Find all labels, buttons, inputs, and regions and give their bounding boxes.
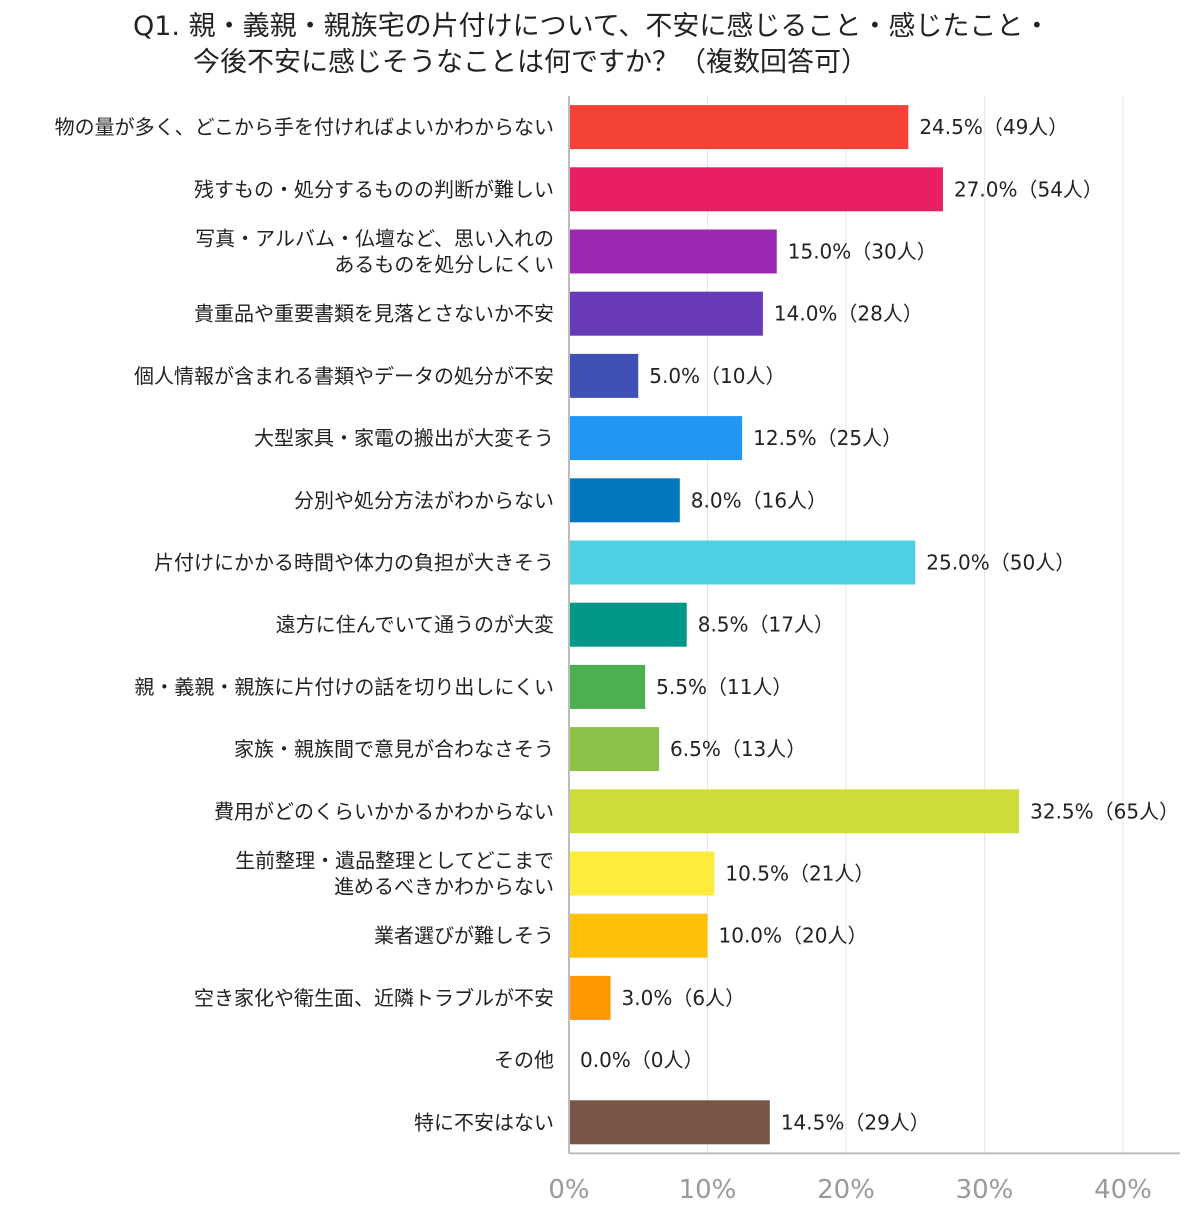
category-label-1: 残すもの・処分するものの判断が難しい: [194, 177, 554, 201]
category-label-1-line-0: 残すもの・処分するものの判断が難しい: [194, 177, 554, 201]
category-label-11: 費用がどのくらいかかるかわからない: [214, 799, 554, 823]
bar-8: [569, 602, 687, 647]
bar-1: [569, 167, 943, 212]
x-tick-label-1: 10%: [679, 1175, 737, 1205]
value-label-2: 15.0%（30人）: [788, 240, 937, 264]
category-label-4: 個人情報が含まれる書類やデータの処分が不安: [134, 364, 554, 388]
category-label-3-line-0: 貴重品や重要書類を見落とさないか不安: [194, 302, 554, 326]
bar-7: [569, 540, 916, 585]
category-label-12-line-1: 進めるべきかわからない: [334, 875, 554, 899]
category-label-8-line-0: 遠方に住んでいて通うのが大変: [276, 613, 554, 637]
bar-6: [569, 478, 680, 523]
category-label-7-line-0: 片付けにかかる時間や体力の負担が大きそう: [154, 551, 554, 575]
category-label-10-line-0: 家族・親族間で意見が合わなさそう: [234, 737, 554, 761]
value-label-15: 0.0%（0人）: [580, 1048, 704, 1072]
value-label-4: 5.0%（10人）: [649, 364, 785, 388]
x-tick-label-3: 30%: [956, 1175, 1014, 1205]
category-label-15: その他: [494, 1048, 554, 1072]
category-label-13: 業者選びが難しそう: [374, 924, 554, 948]
category-label-2-line-1: あるものを処分しにくい: [334, 253, 554, 277]
bar-9: [569, 664, 646, 709]
bar-14: [569, 975, 611, 1020]
value-label-16: 14.5%（29人）: [781, 1110, 930, 1134]
bar-16: [569, 1100, 770, 1145]
chart-title-line-1: Q1. 親・義親・親族宅の片付けについて、不安に感じること・感じたこと・: [133, 11, 1051, 42]
category-label-0-line-0: 物の量が多く、どこから手を付ければよいかわからない: [55, 115, 554, 139]
category-label-0: 物の量が多く、どこから手を付ければよいかわからない: [55, 115, 554, 139]
category-label-5: 大型家具・家電の搬出が大変そう: [254, 426, 554, 450]
value-label-3: 14.0%（28人）: [774, 302, 923, 326]
value-label-8: 8.5%（17人）: [698, 613, 834, 637]
category-label-9: 親・義親・親族に片付けの話を切り出しにくい: [134, 675, 554, 699]
bar-3: [569, 291, 763, 336]
category-label-16: 特に不安はない: [414, 1110, 554, 1134]
category-label-4-line-0: 個人情報が含まれる書類やデータの処分が不安: [134, 364, 554, 388]
value-label-9: 5.5%（11人）: [656, 675, 792, 699]
bar-11: [569, 789, 1020, 834]
bar-0: [569, 105, 909, 150]
value-label-5: 12.5%（25人）: [753, 426, 902, 450]
category-label-14: 空き家化や衛生面、近隣トラブルが不安: [194, 986, 554, 1010]
x-tick-label-4: 40%: [1094, 1175, 1152, 1205]
x-tick-label-0: 0%: [548, 1175, 589, 1205]
bar-5: [569, 416, 743, 461]
bar-4: [569, 353, 639, 398]
x-tick-label-2: 20%: [817, 1175, 875, 1205]
bar-12: [569, 851, 715, 896]
bar-13: [569, 913, 708, 958]
bar-10: [569, 727, 660, 772]
category-label-8: 遠方に住んでいて通うのが大変: [276, 613, 554, 637]
value-label-1: 27.0%（54人）: [954, 177, 1103, 201]
category-label-11-line-0: 費用がどのくらいかかるかわからない: [214, 799, 554, 823]
value-label-14: 3.0%（6人）: [622, 986, 746, 1010]
category-label-2: 写真・アルバム・仏壇など、思い入れのあるものを処分しにくい: [195, 227, 554, 277]
category-label-2-line-0: 写真・アルバム・仏壇など、思い入れの: [195, 227, 554, 251]
category-label-16-line-0: 特に不安はない: [414, 1110, 554, 1134]
category-label-13-line-0: 業者選びが難しそう: [374, 924, 554, 948]
category-label-14-line-0: 空き家化や衛生面、近隣トラブルが不安: [194, 986, 554, 1010]
value-label-6: 8.0%（16人）: [691, 488, 827, 512]
category-label-15-line-0: その他: [494, 1048, 554, 1072]
value-label-12: 10.5%（21人）: [725, 862, 874, 886]
value-label-11: 32.5%（65人）: [1030, 799, 1179, 823]
category-label-9-line-0: 親・義親・親族に片付けの話を切り出しにくい: [134, 675, 554, 699]
bar-2: [569, 229, 777, 274]
chart-title-line-2: 今後不安に感じそうなことは何ですか？（複数回答可）: [193, 47, 868, 78]
category-label-5-line-0: 大型家具・家電の搬出が大変そう: [254, 426, 554, 450]
category-label-12-line-0: 生前整理・遺品整理としてどこまで: [235, 849, 554, 873]
category-label-7: 片付けにかかる時間や体力の負担が大きそう: [154, 551, 554, 575]
value-label-10: 6.5%（13人）: [670, 737, 806, 761]
category-label-6-line-0: 分別や処分方法がわからない: [294, 488, 554, 512]
category-label-6: 分別や処分方法がわからない: [294, 488, 554, 512]
value-label-0: 24.5%（49人）: [919, 115, 1068, 139]
category-label-12: 生前整理・遺品整理としてどこまで進めるべきかわからない: [235, 849, 554, 899]
category-label-10: 家族・親族間で意見が合わなさそう: [234, 737, 554, 761]
value-label-7: 25.0%（50人）: [926, 551, 1075, 575]
value-label-13: 10.0%（20人）: [719, 924, 868, 948]
category-label-3: 貴重品や重要書類を見落とさないか不安: [194, 302, 554, 326]
